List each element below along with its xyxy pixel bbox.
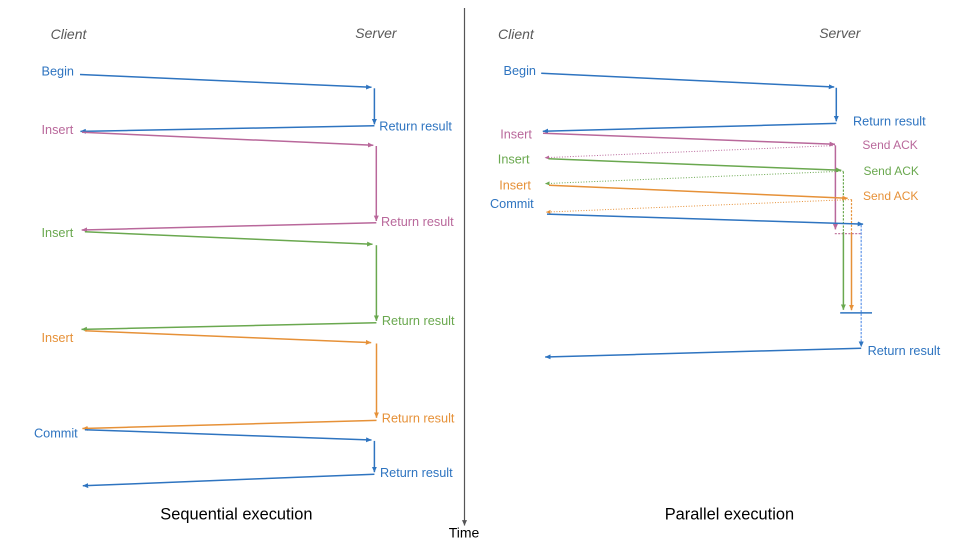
svg-text:Client: Client [498,26,535,42]
svg-text:Commit: Commit [34,427,78,441]
svg-text:Return result: Return result [381,215,454,229]
svg-text:Time: Time [449,525,480,540]
svg-text:Send ACK: Send ACK [863,189,918,203]
svg-text:Parallel execution: Parallel execution [665,506,794,524]
svg-text:Return result: Return result [379,119,452,133]
svg-text:Server: Server [355,25,398,41]
svg-text:Commit: Commit [490,197,534,211]
svg-text:Return result: Return result [853,114,926,128]
svg-text:Insert: Insert [42,331,74,345]
svg-text:Client: Client [51,26,88,42]
svg-text:Insert: Insert [498,152,530,166]
svg-text:Server: Server [819,25,862,41]
svg-text:Insert: Insert [499,179,531,193]
svg-text:Insert: Insert [500,127,532,141]
svg-text:Insert: Insert [42,226,74,240]
svg-text:Begin: Begin [504,64,536,78]
svg-text:Return result: Return result [382,411,455,425]
svg-text:Return result: Return result [380,466,453,480]
svg-text:Return result: Return result [868,344,941,358]
svg-text:Send ACK: Send ACK [864,164,919,178]
svg-text:Send ACK: Send ACK [862,138,917,152]
svg-text:Sequential execution: Sequential execution [160,506,312,524]
svg-text:Begin: Begin [42,64,74,78]
svg-text:Insert: Insert [42,123,74,137]
svg-text:Return result: Return result [382,314,455,328]
